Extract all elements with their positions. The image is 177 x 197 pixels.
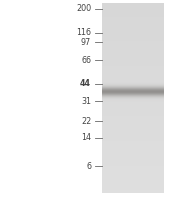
Text: 22: 22 <box>81 117 91 126</box>
Text: 31: 31 <box>81 97 91 106</box>
Text: 66: 66 <box>81 56 91 65</box>
Text: 44: 44 <box>80 79 91 88</box>
Text: 200: 200 <box>76 4 91 13</box>
Text: 97: 97 <box>81 38 91 47</box>
Text: 116: 116 <box>76 28 91 37</box>
Text: 6: 6 <box>86 162 91 171</box>
Text: 14: 14 <box>81 133 91 142</box>
